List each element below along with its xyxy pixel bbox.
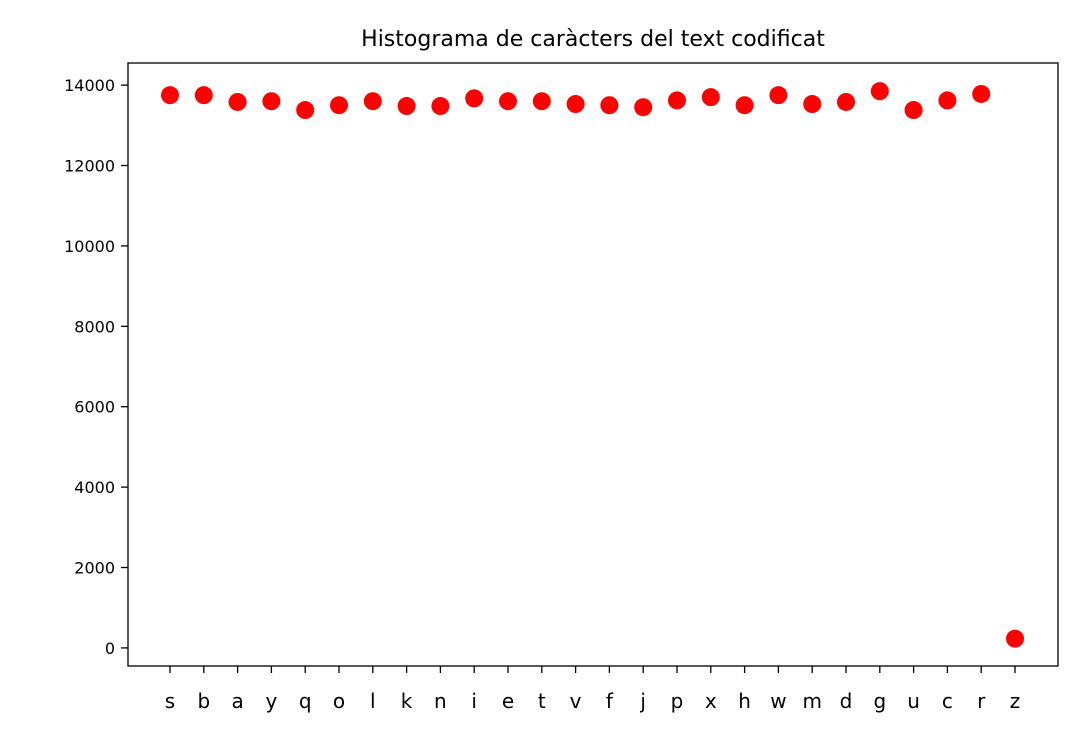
data-point-e: [499, 92, 517, 111]
y-tick-label: 12000: [64, 157, 115, 176]
data-point-s: [161, 86, 179, 105]
x-tick-label: h: [738, 689, 751, 713]
data-point-o: [330, 96, 348, 115]
data-point-t: [532, 92, 551, 111]
data-point-k: [397, 97, 416, 116]
data-point-w: [769, 86, 788, 105]
x-tick-label: a: [231, 689, 243, 713]
data-point-l: [363, 92, 382, 111]
data-point-g: [870, 82, 889, 101]
data-point-p: [668, 91, 686, 110]
data-point-j: [634, 98, 653, 117]
data-point-m: [803, 95, 822, 114]
data-points: [161, 82, 1024, 648]
x-tick-label: j: [639, 689, 646, 713]
x-tick-label: k: [401, 689, 413, 713]
x-tick-label: q: [299, 689, 312, 713]
x-tick-label: v: [570, 689, 582, 713]
x-tick-label: c: [942, 689, 953, 713]
data-point-x: [701, 88, 720, 107]
data-point-v: [566, 95, 585, 114]
x-tick-label: x: [705, 689, 717, 713]
data-point-n: [431, 97, 450, 116]
x-tick-label: o: [333, 689, 345, 713]
x-tick-label: y: [265, 689, 277, 713]
data-point-b: [194, 86, 213, 105]
x-tick-label: p: [671, 689, 684, 713]
data-point-r: [972, 84, 991, 103]
y-tick-label: 2000: [74, 559, 115, 578]
x-tick-label: d: [840, 689, 853, 713]
data-point-a: [228, 92, 247, 111]
chart-title: Histograma de caràcters del text codific…: [361, 27, 825, 52]
y-tick-label: 10000: [64, 237, 115, 256]
x-tick-label: f: [606, 689, 614, 713]
x-tick-label: m: [802, 689, 821, 713]
y-tick-label: 0: [105, 639, 115, 658]
x-tick-label: b: [197, 689, 210, 713]
x-tick-label: s: [165, 689, 175, 713]
x-tick-label: i: [471, 689, 477, 713]
data-point-q: [296, 101, 315, 120]
x-tick-label: z: [1010, 689, 1021, 713]
data-point-c: [938, 91, 957, 110]
data-point-f: [600, 96, 619, 115]
y-tick-label: 14000: [64, 76, 115, 95]
plot-frame: [127, 62, 1059, 667]
y-axis: 0 2000 4000 6000 8000 10000 12000 14000: [64, 76, 128, 658]
data-point-z: [1006, 629, 1024, 648]
x-tick-label: w: [770, 689, 786, 713]
y-tick-label: 6000: [74, 398, 115, 417]
x-tick-label: t: [538, 689, 546, 713]
y-tick-label: 8000: [74, 317, 115, 336]
data-point-u: [904, 101, 923, 120]
x-tick-label: r: [977, 689, 986, 713]
data-point-d: [837, 92, 855, 111]
data-point-y: [262, 92, 281, 111]
x-tick-label: e: [502, 689, 514, 713]
x-tick-label: l: [370, 689, 376, 713]
x-tick-label: g: [873, 689, 886, 713]
x-tick-label: n: [434, 689, 447, 713]
y-tick-label: 4000: [74, 478, 115, 497]
x-tick-label: u: [907, 689, 920, 713]
data-point-i: [465, 89, 484, 108]
data-point-h: [735, 96, 754, 115]
